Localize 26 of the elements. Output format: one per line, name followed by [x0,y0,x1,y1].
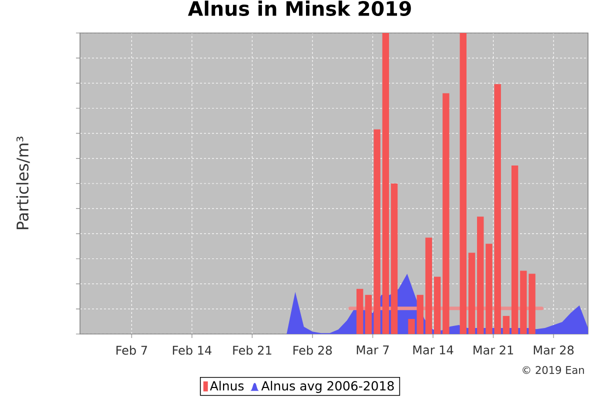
x-tick-label: Mar 14 [413,346,454,354]
bar [425,238,432,334]
y-axis-title: Particles/m³ [16,136,30,230]
legend-label: Alnus [210,380,244,391]
bar [390,184,398,334]
x-tick-label: Feb 14 [172,346,212,355]
bar [382,32,390,334]
bar [356,288,364,334]
bar [408,318,415,334]
bar [442,93,450,334]
bar [416,294,424,334]
chart-title: Alnus in Minsk 2019 [188,0,411,16]
bar [502,316,510,334]
x-tick-label: Feb 7 [116,346,147,355]
x-tick-label: Mar 7 [356,346,389,354]
bar [477,216,484,334]
x-tick-label: Mar 28 [534,346,574,355]
legend-label: Alnus avg 2006-2018 [261,380,394,393]
x-tick-label: Mar 21 [474,346,514,355]
x-tick-label: Feb 21 [233,346,272,355]
x-tick-label: Feb 28 [293,346,332,355]
bar [468,252,476,334]
bar [434,276,441,334]
bar [511,165,518,334]
bar [460,32,467,334]
text: © 2019 Ean [522,366,584,374]
